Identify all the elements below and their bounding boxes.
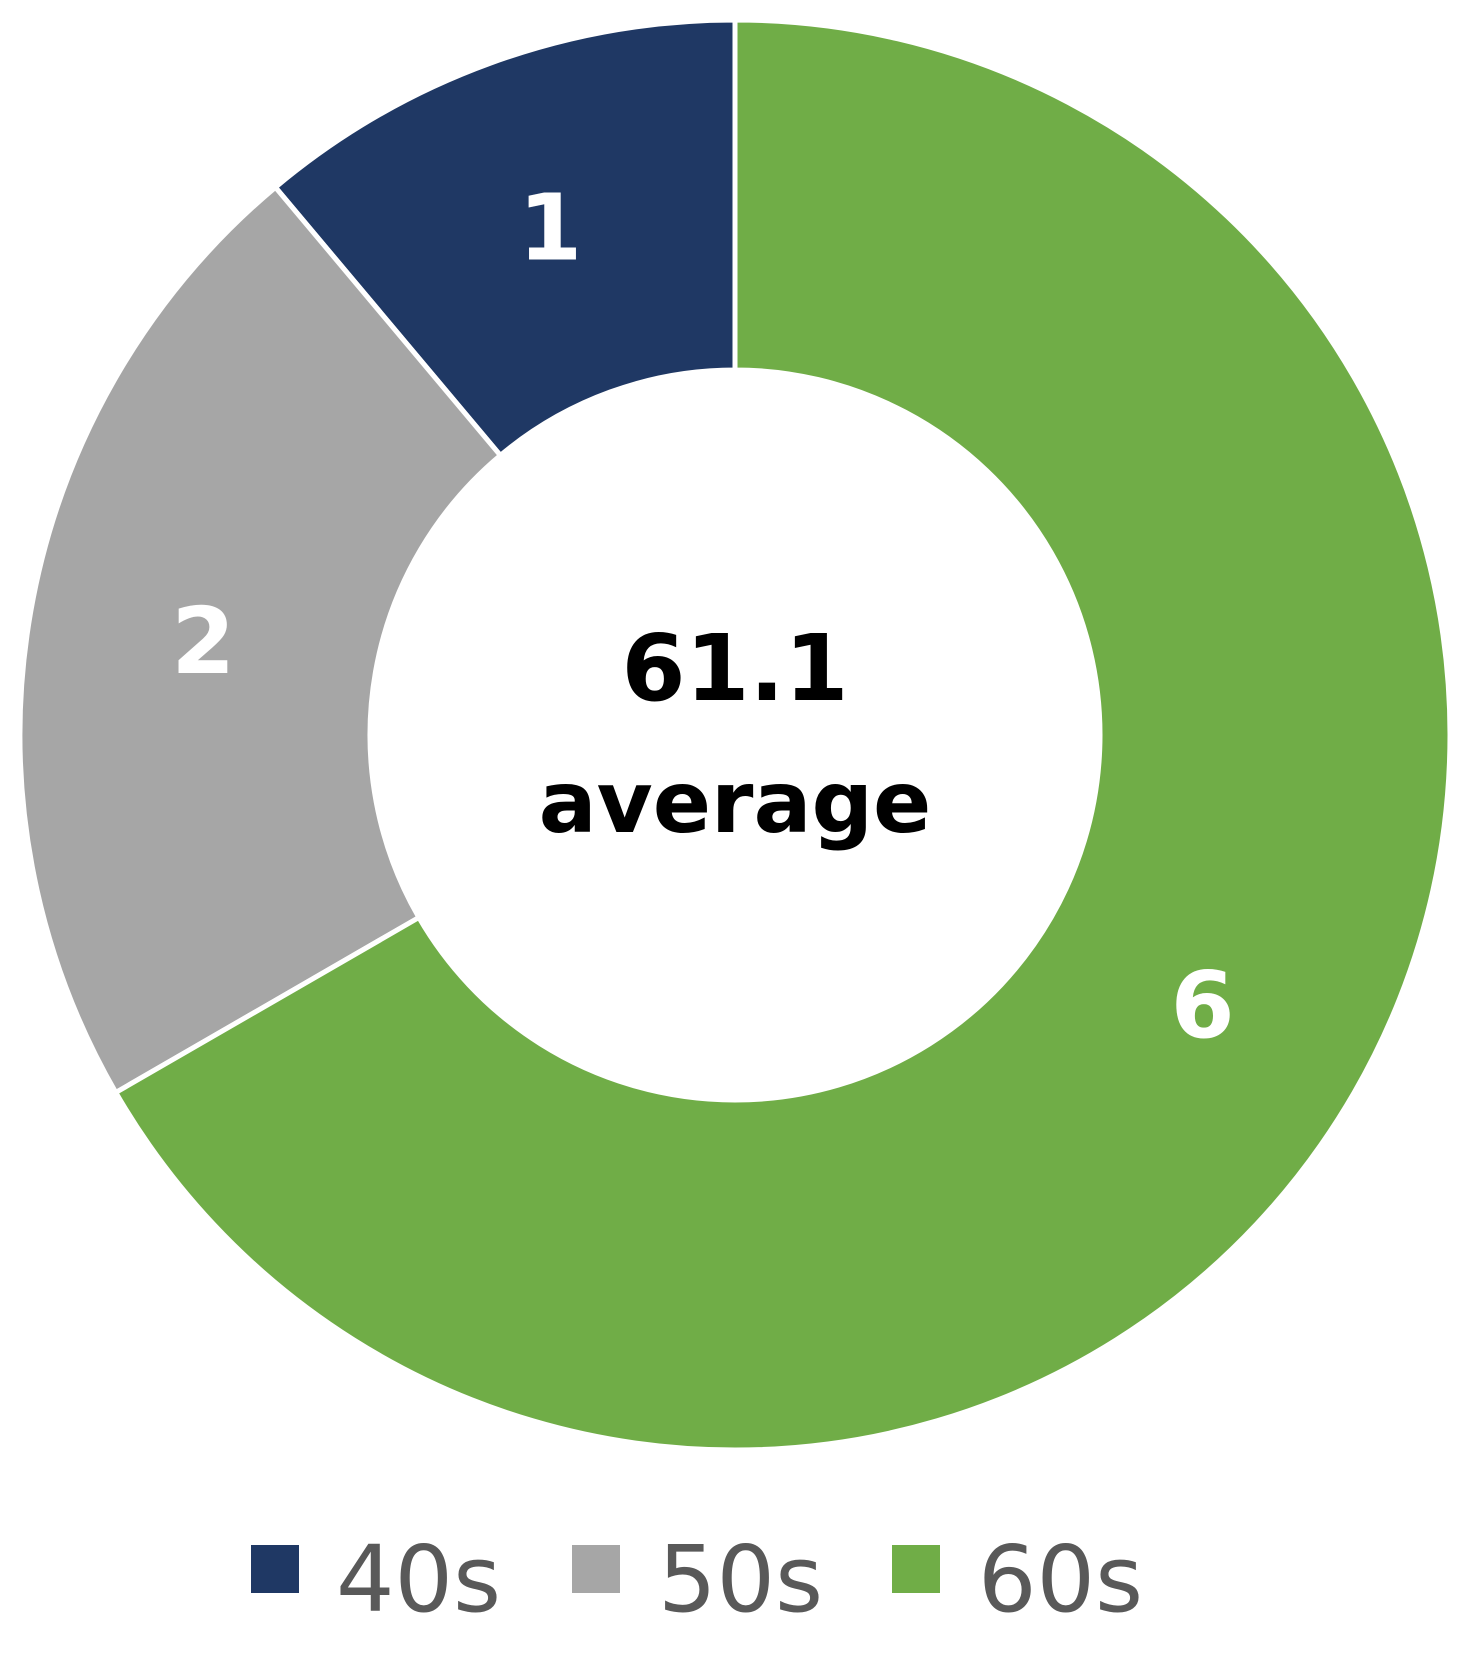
slice-label-40s: 1 — [518, 175, 582, 282]
legend-item-50s: 50s — [572, 1526, 823, 1633]
legend-swatch-60s — [892, 1545, 940, 1593]
chart-legend: 40s 50s 60s — [251, 1526, 1143, 1633]
legend-label-50s: 50s — [658, 1526, 823, 1633]
slice-60s — [112, 17, 1453, 1453]
center-average-caption: average — [539, 753, 932, 853]
slice-label-60s: 6 — [1171, 952, 1235, 1059]
slice-40s — [271, 17, 738, 459]
chart-slices — [17, 17, 1453, 1453]
slice-label-50s: 2 — [171, 588, 235, 695]
legend-label-40s: 40s — [336, 1526, 501, 1633]
center-annotation: 61.1 average — [539, 615, 932, 853]
legend-label-60s: 60s — [978, 1526, 1143, 1633]
slice-50s — [17, 183, 504, 1096]
legend-swatch-50s — [572, 1545, 620, 1593]
legend-item-60s: 60s — [892, 1526, 1143, 1633]
legend-swatch-40s — [251, 1545, 299, 1593]
slice-labels: 1 2 6 — [171, 175, 1234, 1059]
legend-item-40s: 40s — [251, 1526, 501, 1633]
center-average-value: 61.1 — [622, 615, 849, 722]
